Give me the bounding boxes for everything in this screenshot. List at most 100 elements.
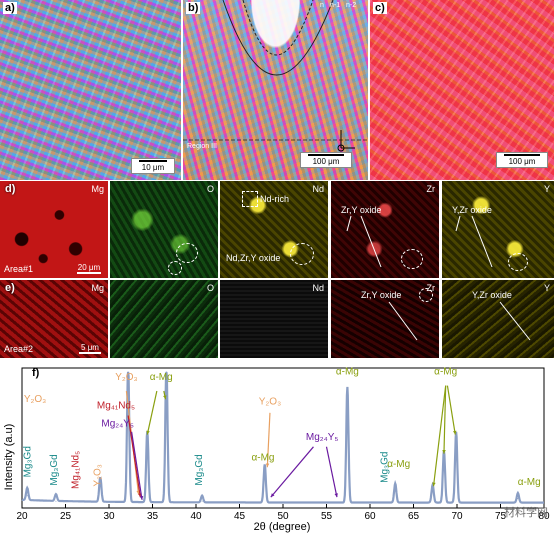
- annotation-arrowhead: [334, 493, 338, 498]
- phase-annotation: α-Mg: [434, 367, 457, 378]
- annotation-arrow: [270, 446, 314, 498]
- phase-annotation: Mg₂₄Y₅: [306, 432, 339, 443]
- annotation-arrow: [266, 412, 271, 468]
- marker-n-2: n-2: [346, 2, 357, 9]
- phase-annotation: Y₂O₃: [24, 394, 46, 405]
- d-y-oxide-note: Y,Zr oxide: [452, 205, 492, 215]
- e-element-zr: Zr: [426, 283, 436, 293]
- y-axis-label: Intensity (a.u): [3, 424, 15, 491]
- e-element-y: Y: [543, 283, 550, 293]
- annotation-arrowhead: [270, 493, 275, 498]
- phase-annotation: Y₂O₃: [92, 464, 103, 486]
- d-nd-rich-box: [242, 191, 258, 207]
- d-nd-circle: [290, 243, 314, 265]
- e-map-o: O: [110, 280, 218, 358]
- x-tick-label: 50: [277, 511, 289, 522]
- row-d-label: d): [5, 183, 16, 195]
- panel-a-scale-label: 10 μm: [141, 163, 165, 172]
- d-zr-oxide-note: Zr,Y oxide: [341, 205, 382, 215]
- x-tick-label: 60: [364, 511, 376, 522]
- phase-annotation: Mg₃Gd: [379, 452, 390, 483]
- annotation-arrow: [146, 390, 158, 435]
- d-nd-oxide-note: Nd,Zr,Y oxide: [226, 253, 281, 263]
- e-y-arrow: [499, 301, 531, 341]
- phase-annotation: Mg₃Gd: [49, 454, 60, 485]
- annotation-arrow: [432, 385, 447, 487]
- phase-annotation: α-Mg: [251, 452, 274, 463]
- x-tick-label: 25: [60, 511, 72, 522]
- d-nd-rich-note: Nd-rich: [260, 194, 290, 204]
- panel-b-label: b): [186, 2, 201, 14]
- x-tick-label: 80: [538, 511, 550, 522]
- phase-annotation: α-Mg: [150, 372, 173, 383]
- xrd-peak: [517, 497, 519, 499]
- d-map-nd: Nd Nd-rich Nd,Zr,Y oxide: [220, 181, 328, 278]
- e-map-zr: Zr Zr,Y oxide: [331, 280, 439, 358]
- xrd-chart: 20 25 30 35 40 45 50 55 60 65 70 75 80 Y₂O₃ Mg₃Gd Mg₃G…: [3, 367, 550, 533]
- region-note: Region III: [187, 143, 217, 150]
- xrd-axes: 20 25 30 35 40 45 50 55 60 65 70 75 80: [16, 367, 550, 522]
- annotation-arrow: [443, 385, 447, 454]
- watermark: 材料学网: [504, 505, 548, 519]
- e-element-nd: Nd: [312, 283, 324, 293]
- annotation-arrow: [446, 385, 456, 435]
- annotation-arrowhead: [432, 482, 436, 487]
- xrd-pattern-line: [21, 371, 544, 504]
- phase-annotation: α-Mg: [518, 477, 541, 488]
- melt-pool-boundary-n-1: [242, 0, 314, 56]
- e-zr-oxide-note: Zr,Y oxide: [361, 290, 402, 300]
- e-map-nd: Nd: [220, 280, 328, 358]
- xrd-peak: [55, 500, 57, 502]
- d-element-mg: Mg: [91, 184, 104, 194]
- d-map-zr: Zr Zr,Y oxide: [331, 181, 439, 278]
- annotation-arrow: [127, 415, 141, 498]
- panel-b-scale-label: 100 μm: [312, 157, 340, 166]
- xrd-annotation-arrows: [125, 385, 457, 500]
- x-tick-label: 30: [103, 511, 115, 522]
- d-map-mg: d) Mg Area#1 20 μm: [0, 181, 108, 278]
- annotation-arrow: [131, 431, 143, 500]
- phase-annotation: Mg₃Gd: [23, 446, 34, 477]
- panel-f-label: f): [32, 367, 40, 379]
- panel-c-ebsd-map: c) 100 μm: [370, 0, 554, 180]
- marker-n: n: [320, 2, 324, 9]
- panel-a-ebsd-map: a) 10 μm: [0, 0, 181, 180]
- e-map-y: Y Y,Zr oxide: [442, 280, 554, 358]
- x-tick-label: 65: [408, 511, 420, 522]
- phase-annotation: Mg₄₁Nd₅: [97, 401, 135, 412]
- d-scale-label: 20 μm: [77, 263, 101, 272]
- e-zr-circle: [419, 288, 433, 302]
- xrd-peak: [201, 500, 203, 502]
- d-scale-bar: 20 μm: [75, 263, 103, 275]
- row-e-label: e): [5, 282, 15, 294]
- d-map-o: O: [110, 181, 218, 278]
- d-o-circle-2: [168, 261, 182, 275]
- axis-indicator: [337, 130, 355, 152]
- annotation-arrowhead: [442, 449, 446, 454]
- e-zr-arrow: [388, 301, 418, 341]
- e-y-oxide-note: Y,Zr oxide: [472, 290, 512, 300]
- x-tick-label: 45: [234, 511, 246, 522]
- e-element-o: O: [206, 283, 214, 293]
- e-map-mg: e) Mg Area#2 5 μm: [0, 280, 108, 358]
- e-element-mg: Mg: [91, 283, 104, 293]
- xrd-peak: [26, 495, 28, 497]
- panel-b-overlay: [183, 0, 368, 152]
- x-tick-label: 75: [495, 511, 507, 522]
- d-zr-arrows: [346, 215, 382, 268]
- d-element-zr: Zr: [426, 184, 436, 194]
- annotation-arrowhead: [146, 430, 150, 435]
- annotation-arrowhead: [452, 430, 457, 435]
- x-tick-label: 20: [16, 511, 28, 522]
- d-element-y: Y: [543, 184, 550, 194]
- panel-a-label: a): [3, 2, 17, 14]
- e-scale-bar: 5 μm: [77, 343, 103, 355]
- phase-annotation: Y₂O₃: [259, 397, 281, 408]
- marker-n-1: n-1: [330, 2, 341, 9]
- annotation-arrowhead: [265, 463, 270, 468]
- d-y-arrows: [455, 215, 493, 268]
- panel-c-label: c): [373, 2, 387, 14]
- phase-annotation: Mg₄₁Nd₅: [71, 451, 82, 489]
- phase-annotation: Y₂O₃: [115, 372, 137, 383]
- panel-b-scale-bar: 100 μm: [300, 152, 352, 168]
